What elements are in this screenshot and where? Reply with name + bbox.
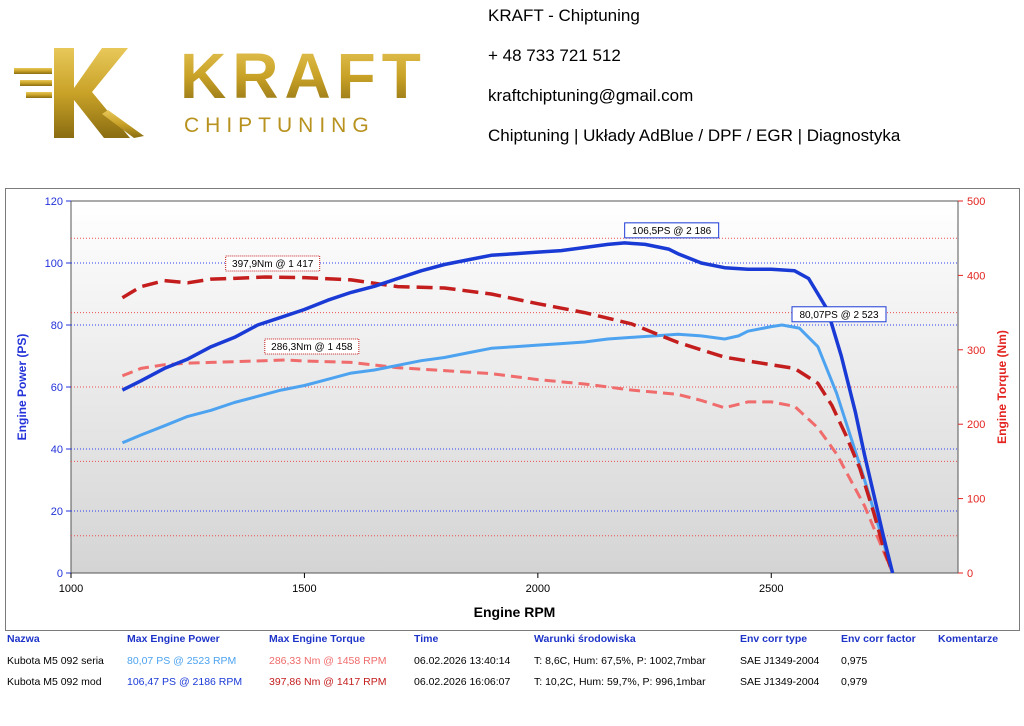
- col-name-header: Nazwa: [7, 633, 40, 645]
- series-torque-mod: [121, 275, 895, 574]
- run-corr-type: SAE J1349-2004: [740, 675, 820, 688]
- y2-tick-label-torque: 200: [967, 419, 985, 431]
- run-torque: 397,86 Nm @ 1417 RPM: [269, 675, 387, 688]
- peak-label-box: [791, 306, 887, 323]
- dyno-chart: 0 20 40 60 80 100 120 0 100 200 300 400 500 1000 1500 2…: [15, 196, 1009, 620]
- table-header-row: Nazwa Max Engine Power Max Engine Torque…: [5, 629, 1018, 649]
- y-axis-title-torque: Engine Torque (Nm): [995, 330, 1009, 444]
- dyno-chart-frame: 0 20 40 60 80 100 120 0 100 200 300 400 500 1000 1500 2…: [5, 188, 1020, 631]
- col-conditions-header: Warunki środowiska: [534, 633, 636, 645]
- peak-label: 286,3Nm @ 1 458: [271, 342, 353, 353]
- x-tick-label: 1500: [292, 583, 316, 595]
- peak-label-box: [624, 222, 720, 239]
- x-tick-label: 1000: [59, 583, 83, 595]
- logo-subtitle: CHIPTUNING: [184, 114, 375, 137]
- y-tick-label-power: 80: [51, 320, 63, 332]
- y-tick-label-power: 60: [51, 382, 63, 394]
- table-row: Kubota M5 092 mod 106,47 PS @ 2186 RPM 3…: [5, 672, 1018, 691]
- run-name: Kubota M5 092 seria: [7, 654, 104, 667]
- y-tick-label-power: 120: [45, 196, 63, 208]
- peak-label-box: [225, 255, 321, 272]
- run-conditions: T: 10,2C, Hum: 59,7%, P: 996,1mbar: [534, 675, 706, 688]
- col-time-header: Time: [414, 633, 439, 645]
- kraft-logo: KRAFT CHIPTUNING: [14, 40, 427, 138]
- results-table: Nazwa Max Engine Power Max Engine Torque…: [5, 629, 1018, 691]
- x-tick-label: 2500: [759, 583, 783, 595]
- table-row: Kubota M5 092 seria 80,07 PS @ 2523 RPM …: [5, 649, 1018, 672]
- x-tick-label: 2000: [526, 583, 550, 595]
- contact-block: KRAFT - Chiptuning + 48 733 721 512 kraf…: [488, 6, 900, 166]
- y-tick-label-power: 20: [51, 506, 63, 518]
- run-time: 06.02.2026 16:06:07: [414, 675, 511, 688]
- col-corrfactor-header: Env corr factor: [841, 633, 916, 645]
- col-comment-header: Komentarze: [938, 633, 999, 645]
- col-power-header: Max Engine Power: [127, 633, 220, 645]
- run-comment: [936, 672, 1018, 691]
- x-axis-title: Engine RPM: [474, 604, 556, 620]
- y-tick-label-power: 40: [51, 444, 63, 456]
- run-corr-type: SAE J1349-2004: [740, 654, 820, 667]
- services-line: Chiptuning | Układy AdBlue / DPF / EGR |…: [488, 126, 901, 145]
- run-torque: 286,33 Nm @ 1458 RPM: [269, 654, 387, 667]
- series-torque-orig: [121, 358, 894, 574]
- col-corrtype-header: Env corr type: [740, 633, 808, 645]
- y2-tick-label-torque: 0: [967, 568, 973, 580]
- run-comment: [936, 649, 1018, 672]
- run-power: 80,07 PS @ 2523 RPM: [127, 654, 237, 667]
- company-name: KRAFT - Chiptuning: [488, 6, 640, 25]
- run-time: 06.02.2026 13:40:14: [414, 654, 511, 667]
- y2-tick-label-torque: 400: [967, 270, 985, 282]
- y-axis-title-power: Engine Power (PS): [15, 334, 29, 441]
- run-name: Kubota M5 092 mod: [7, 675, 102, 688]
- email-address: kraftchiptuning@gmail.com: [488, 86, 694, 105]
- phone-number: + 48 733 721 512: [488, 46, 621, 65]
- y2-tick-label-torque: 500: [967, 196, 985, 208]
- y-tick-label-power: 100: [45, 258, 63, 270]
- peak-label-box: [264, 338, 360, 355]
- peak-label: 397,9Nm @ 1 417: [232, 259, 314, 270]
- col-torque-header: Max Engine Torque: [269, 633, 366, 645]
- y-tick-label-power: 0: [57, 568, 63, 580]
- logo-wordmark: KRAFT: [180, 40, 427, 112]
- peak-label: 80,07PS @ 2 523: [799, 310, 879, 321]
- run-conditions: T: 8,6C, Hum: 67,5%, P: 1002,7mbar: [534, 654, 706, 667]
- run-power: 106,47 PS @ 2186 RPM: [127, 675, 243, 688]
- run-corr-factor: 0,975: [841, 654, 868, 667]
- logo-emblem-icon: [14, 48, 144, 138]
- series-power-orig: [121, 323, 895, 574]
- y2-tick-label-torque: 100: [967, 494, 985, 506]
- series-power-mod: [121, 241, 895, 574]
- run-corr-factor: 0,979: [841, 675, 868, 688]
- peak-label: 106,5PS @ 2 186: [632, 226, 712, 237]
- y2-tick-label-torque: 300: [967, 345, 985, 357]
